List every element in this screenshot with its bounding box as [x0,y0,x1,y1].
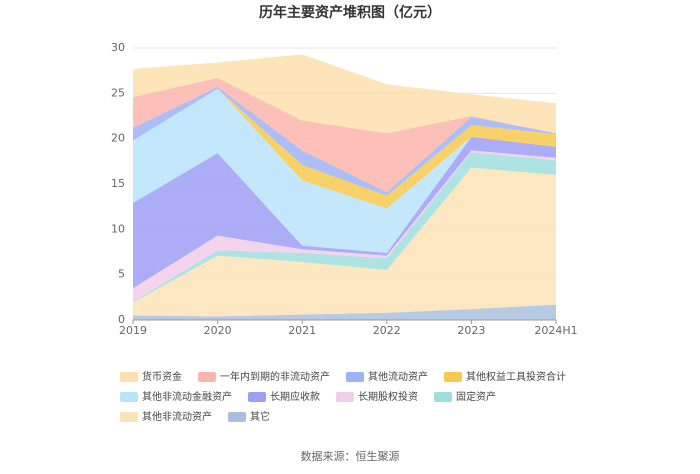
legend-swatch [346,372,364,382]
legend-label: 其它 [250,410,270,423]
legend-swatch [228,412,246,422]
legend-label: 其他权益工具投资合计 [466,370,566,383]
area [133,136,556,289]
legend-label: 一年内到期的非流动资产 [220,370,330,383]
y-tick-label: 15 [111,177,125,190]
legend-label: 其他非流动资产 [142,410,212,423]
legend-label: 货币资金 [142,370,182,383]
legend-swatch [120,412,138,422]
legend: 货币资金 一年内到期的非流动资产 其他流动资产 其他权益工具投资合计其他非流动金融资产… [120,370,566,423]
area [133,54,556,134]
legend-swatch [198,372,216,382]
area [133,167,556,317]
legend-swatch [434,392,452,402]
x-tick-label: 2019 [119,324,147,337]
plot-area: 0 5 10 15 20 25 30 2019 2020 2021 2022 2023 2024H1 [111,41,578,337]
legend-swatch [120,392,138,402]
area [133,88,556,253]
legend-swatch [336,392,354,402]
x-tick-label: 2024H1 [534,324,577,337]
y-tick-label: 30 [111,41,125,54]
area [133,152,556,303]
area [133,304,556,320]
legend-swatch [248,392,266,402]
y-tick-label: 20 [111,132,125,145]
y-tick-label: 5 [118,268,125,281]
legend-label: 长期股权投资 [358,390,418,403]
area [133,77,556,193]
legend-swatch [120,372,138,382]
source-note: 数据来源：恒生聚源 [301,449,400,463]
chart-title: 历年主要资产堆积图（亿元） [259,4,441,21]
legend-swatch [444,372,462,382]
legend-label: 其他流动资产 [368,370,428,383]
x-tick-label: 2021 [288,324,316,337]
x-tick-label: 2022 [373,324,401,337]
y-tick-label: 25 [111,86,125,99]
area [133,88,556,209]
legend-label: 长期应收款 [270,390,320,403]
y-tick-label: 0 [118,313,125,326]
area [133,86,556,196]
legend-label: 固定资产 [456,390,496,403]
x-tick-label: 2023 [457,324,485,337]
legend-label: 其他非流动金融资产 [142,390,232,403]
x-tick-label: 2020 [204,324,232,337]
y-tick-label: 10 [111,222,125,235]
